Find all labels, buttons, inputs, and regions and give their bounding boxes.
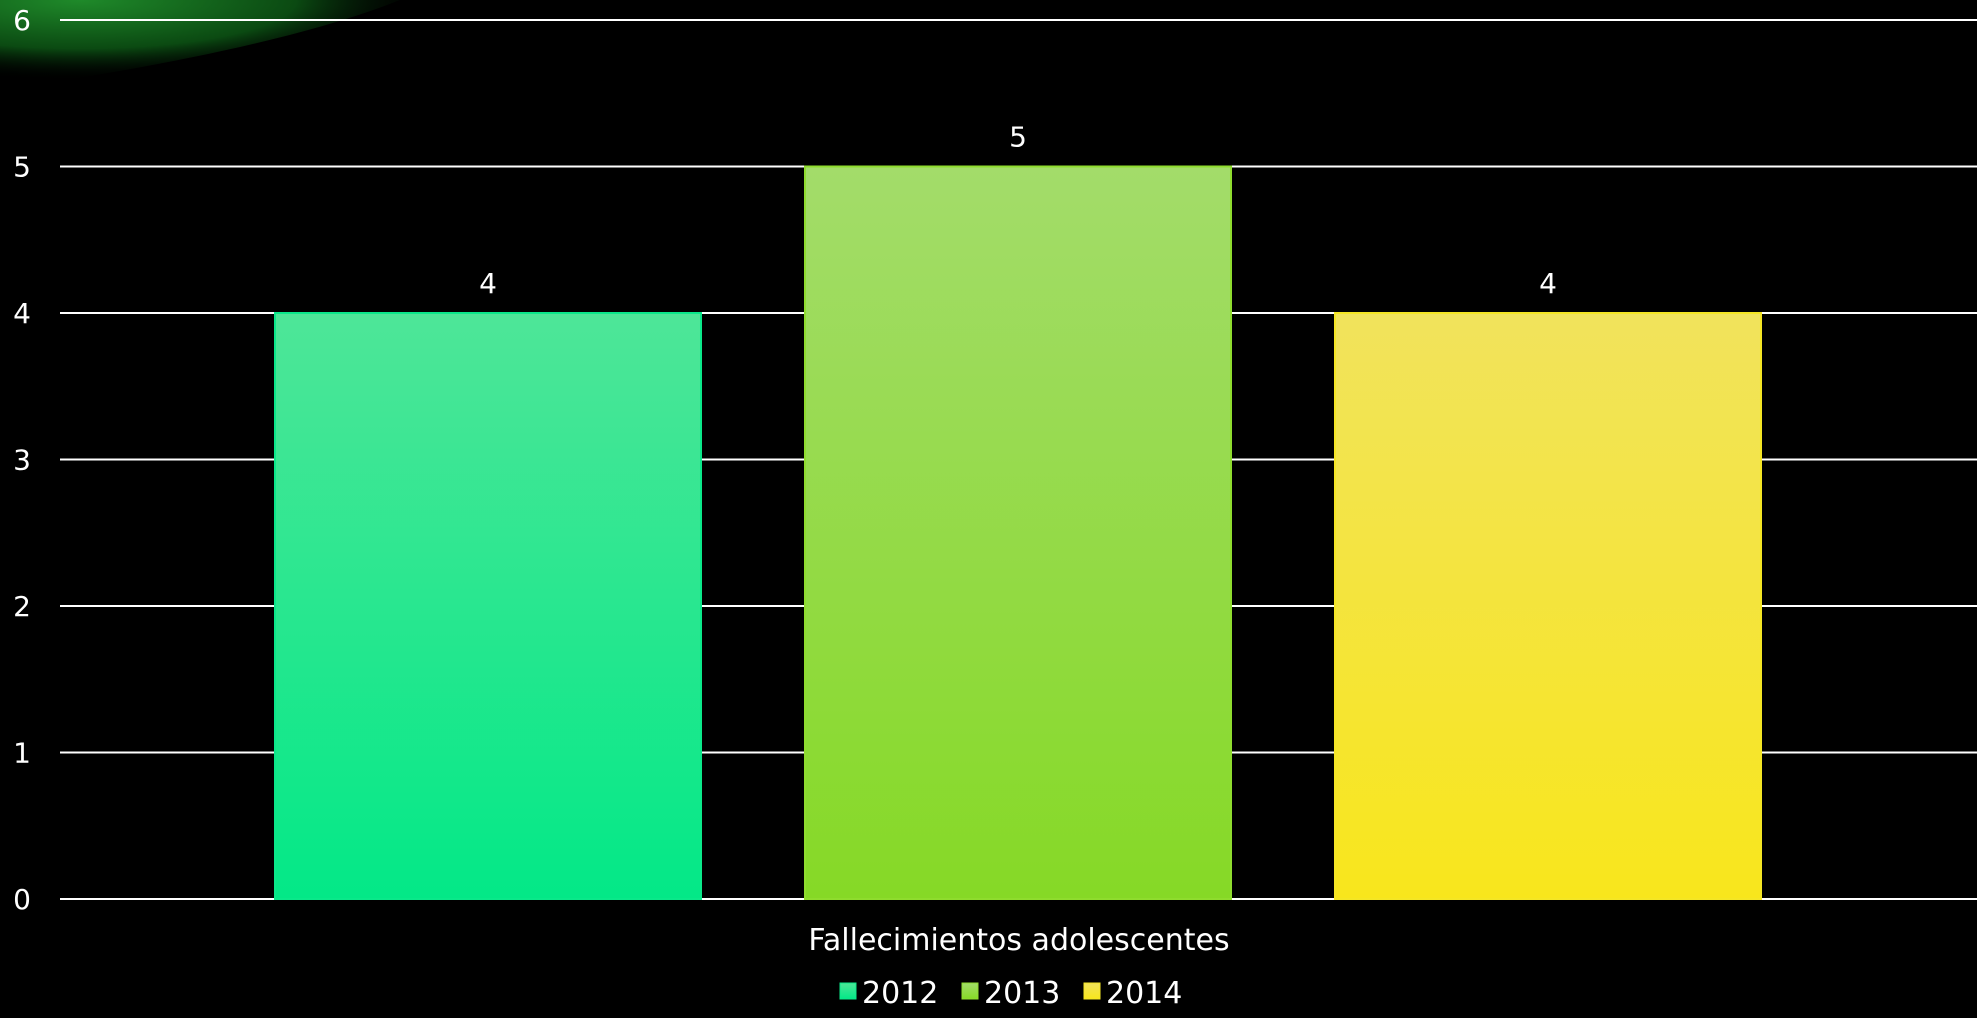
data-label-2014: 4 (1539, 267, 1557, 300)
y-axis-ticks: 0 1 2 3 4 5 6 (13, 4, 31, 916)
legend-swatch-2013 (961, 982, 979, 1000)
legend-label-2012: 2012 (862, 976, 938, 1011)
y-tick-label: 5 (13, 151, 31, 184)
data-label-2013: 5 (1009, 121, 1027, 154)
y-tick-label: 4 (13, 297, 31, 330)
data-labels: 4 5 4 (479, 121, 1557, 301)
legend-label-2014: 2014 (1106, 976, 1182, 1011)
y-tick-label: 1 (13, 737, 31, 770)
legend-swatch-2014 (1083, 982, 1101, 1000)
y-tick-label: 3 (13, 444, 31, 477)
bar-2013 (804, 165, 1232, 900)
y-tick-label: 6 (13, 4, 31, 37)
category-label: Fallecimientos adolescentes (808, 923, 1229, 958)
bar-2012 (274, 312, 702, 900)
bars (274, 165, 1762, 900)
legend-label-2013: 2013 (984, 976, 1060, 1011)
legend: 2012 2013 2014 (839, 976, 1182, 1011)
data-label-2012: 4 (479, 267, 497, 300)
y-tick-label: 2 (13, 590, 31, 623)
decorative-leaf (0, 0, 400, 90)
y-tick-label: 0 (13, 883, 31, 916)
bar-2014 (1334, 312, 1762, 900)
legend-swatch-2012 (839, 982, 857, 1000)
